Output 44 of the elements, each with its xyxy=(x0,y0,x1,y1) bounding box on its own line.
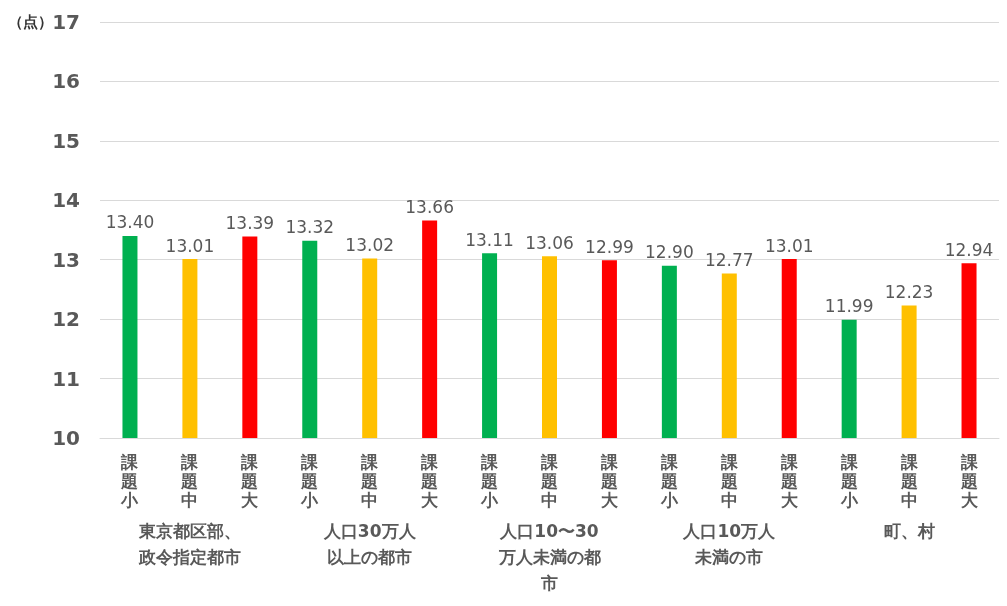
x-tick-label: 課題大 xyxy=(779,451,799,510)
data-label: 12.77 xyxy=(704,249,754,270)
x-tick-label: 課題大 xyxy=(599,451,619,510)
data-label: 11.99 xyxy=(824,296,874,317)
data-label: 13.40 xyxy=(105,212,155,233)
y-tick-label: 10 xyxy=(52,426,80,450)
data-label: 13.66 xyxy=(405,196,454,217)
y-tick-label: 11 xyxy=(52,366,80,391)
x-tick-label: 課題小 xyxy=(839,451,859,510)
y-tick-label: 12 xyxy=(52,307,80,332)
data-label: 12.94 xyxy=(944,239,994,260)
x-tick-label: 課題大 xyxy=(959,451,979,510)
x-tick-label: 課題小 xyxy=(659,451,679,510)
data-label: 12.90 xyxy=(645,242,694,263)
text: 人口10〜30万人未満の都市 xyxy=(497,521,601,593)
y-tick-label: 16 xyxy=(52,69,80,94)
y-tick-label: 13 xyxy=(52,247,80,272)
x-tick-label: 課題中 xyxy=(899,451,919,510)
x-tick-label: 課題小 xyxy=(480,451,500,510)
x-tick-label: 課題大 xyxy=(240,451,260,510)
x-tick-label: 課題中 xyxy=(540,451,559,510)
y-tick-label: 14 xyxy=(52,188,80,213)
text: 東京都区部、政令指定都市 xyxy=(137,521,241,567)
y-tick-label: 15 xyxy=(52,128,80,153)
x-tick-label: 課題小 xyxy=(120,451,140,510)
x-tick-label: 課題中 xyxy=(719,451,739,510)
data-label: 13.01 xyxy=(165,235,215,256)
data-label: 13.02 xyxy=(345,235,395,256)
data-label: 13.01 xyxy=(764,235,814,256)
x-tick-label: 課題小 xyxy=(300,451,320,510)
data-label: 13.06 xyxy=(525,232,574,253)
text: 人口30万人以上の都市 xyxy=(322,521,417,567)
data-label: 12.99 xyxy=(585,236,634,257)
data-label: 12.23 xyxy=(884,281,934,302)
data-label: 13.11 xyxy=(465,229,514,250)
data-label: 13.39 xyxy=(225,213,275,234)
data-label: 13.32 xyxy=(285,217,335,238)
x-tick-label: 課題中 xyxy=(360,451,380,510)
text: 人口10万人未満の市 xyxy=(682,521,777,567)
y-tick-label: 17 xyxy=(52,10,80,34)
x-tick-label: 課題大 xyxy=(420,451,440,510)
text: 町、村 xyxy=(883,521,935,541)
x-tick-label: 課題中 xyxy=(180,451,200,510)
y-axis-title: （点） xyxy=(8,13,53,31)
